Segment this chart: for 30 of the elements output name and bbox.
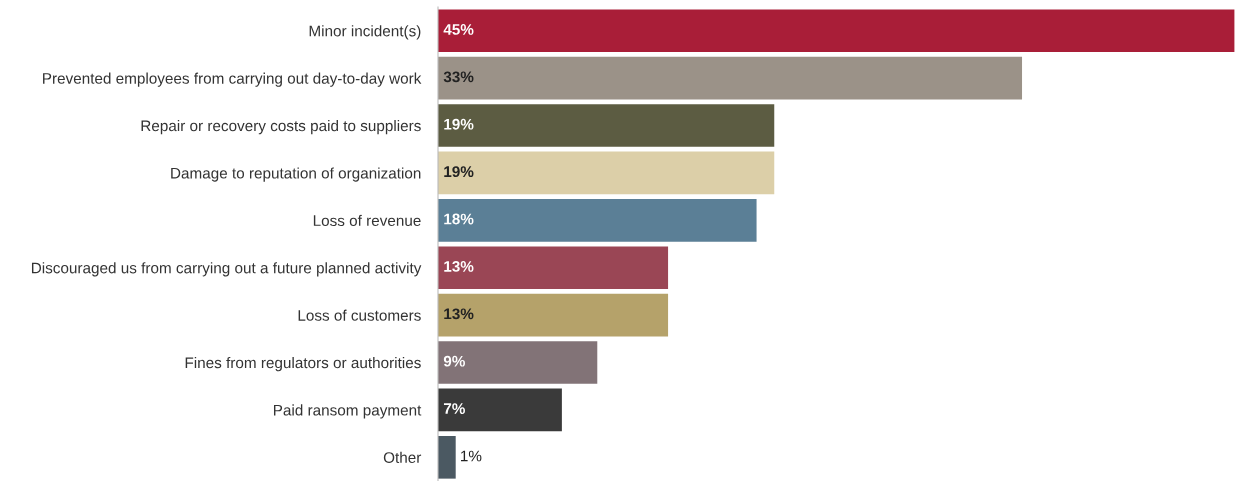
y-tick-label: Repair or recovery costs paid to suppliers: [141, 119, 421, 135]
y-tick-label: Damage to reputation of organization: [171, 167, 421, 182]
bar: [438, 341, 598, 384]
bar: [438, 435, 456, 479]
y-tick-label: Paid ransom payment: [273, 404, 422, 419]
bar: [438, 104, 775, 147]
y-tick-label: Prevented employees from carrying out day-to-day work: [43, 72, 422, 87]
y-tick-label: Loss of customers: [298, 309, 421, 321]
y-tick-label: Loss of revenue: [313, 214, 421, 227]
data-label: 13%: [444, 308, 474, 320]
data-label: 45%: [443, 24, 474, 35]
bar: [438, 198, 757, 242]
y-tick-label: Fines from regulators or authorities: [185, 356, 421, 372]
data-label: 19%: [444, 166, 474, 178]
bar: [438, 293, 669, 337]
data-label: 9%: [443, 355, 465, 367]
bar: [438, 56, 1023, 100]
bar: [438, 246, 669, 290]
data-label: 13%: [444, 261, 474, 272]
y-tick-label: Minor incident(s): [309, 25, 421, 40]
bar: [438, 151, 775, 195]
data-label: 1%: [461, 450, 482, 462]
y-tick-label: Discouraged us from carrying out a future planned activity: [31, 262, 422, 277]
y-tick-label: Other: [383, 451, 422, 463]
data-label: 7%: [443, 403, 465, 414]
bar: [438, 388, 562, 432]
data-label: 19%: [444, 118, 474, 130]
data-label: 18%: [444, 213, 474, 225]
bar: [438, 9, 1235, 53]
data-label: 33%: [443, 71, 474, 83]
